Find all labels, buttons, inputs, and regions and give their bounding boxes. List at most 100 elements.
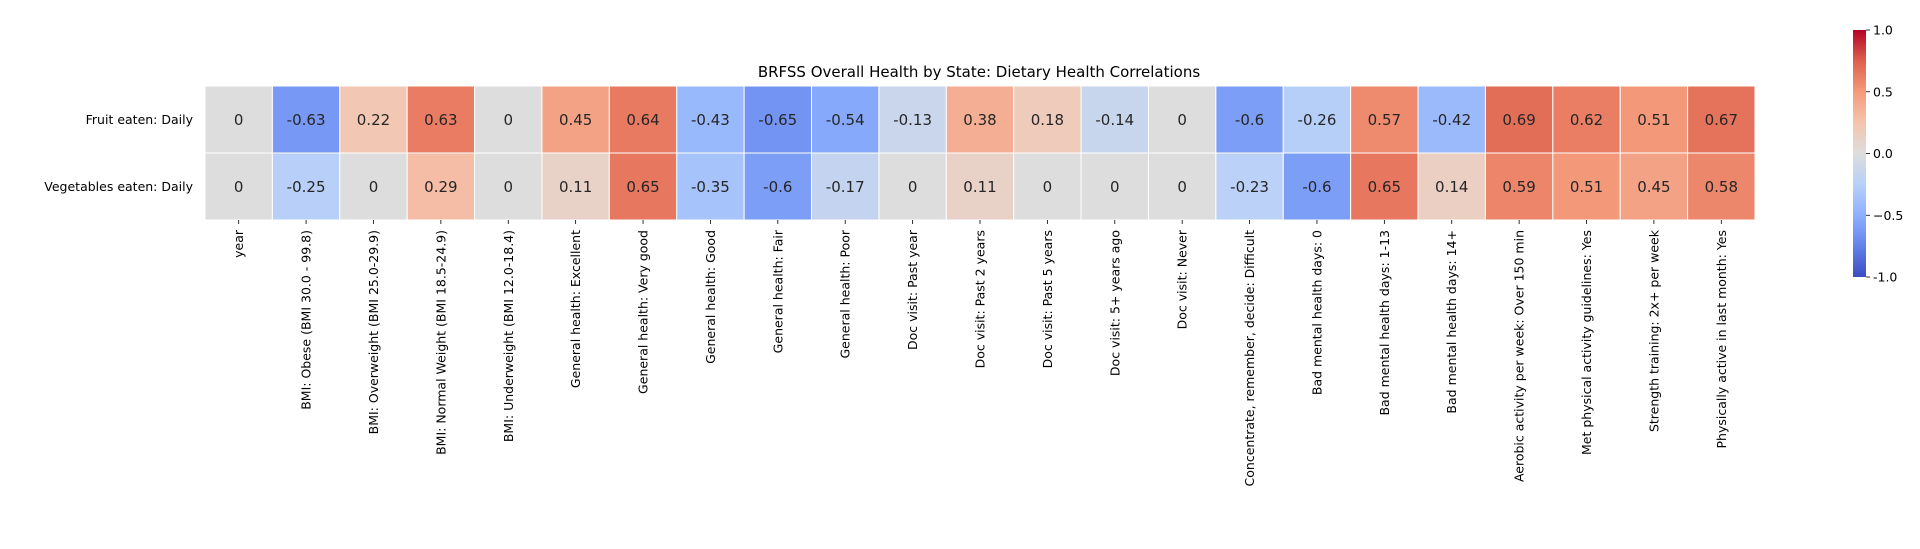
column-label: BMI: Normal Weight (BMI 18.5-24.9)	[433, 230, 448, 455]
column-label: Doc visit: Past year	[905, 229, 920, 350]
heatmap-cell	[1417, 85, 1486, 154]
cell-value-label: -0.26	[1298, 111, 1337, 129]
cell-value-label: 0	[234, 178, 244, 196]
heatmap-cell	[1484, 152, 1554, 221]
cell-value-label: 0.29	[424, 178, 457, 196]
cell-value-label: -0.63	[287, 111, 326, 129]
cell-value-label: 0.57	[1368, 111, 1401, 129]
heatmap-cell	[271, 152, 341, 221]
heatmap-cell	[339, 85, 408, 154]
column-label: Aerobic activity per week: Over 150 min	[1512, 230, 1527, 482]
column-label: General health: Excellent	[568, 230, 583, 388]
colorbar-tick-label: 1.0	[1873, 23, 1893, 38]
column-label: Strength training: 2x+ per week	[1646, 229, 1661, 432]
heatmap-cell	[271, 85, 341, 154]
cell-value-label: 0.11	[963, 178, 996, 196]
chart-title: BRFSS Overall Health by State: Dietary H…	[758, 63, 1201, 81]
heatmap-cell	[945, 85, 1015, 154]
heatmap-cell	[204, 85, 273, 154]
column-label: Doc visit: Past 2 years	[973, 230, 988, 368]
cell-value-label: 0	[1177, 178, 1187, 196]
cell-value-label: -0.17	[826, 178, 865, 196]
heatmap-cell	[1282, 152, 1352, 221]
cell-value-label: 0.64	[626, 111, 659, 129]
cell-value-label: 0.63	[424, 111, 457, 129]
column-label: year	[231, 229, 246, 258]
heatmap-cell	[1687, 152, 1756, 221]
heatmap-cell	[406, 152, 476, 221]
cell-value-label: 0.14	[1435, 178, 1468, 196]
heatmap-cell	[1619, 85, 1689, 154]
cell-value-label: -0.54	[826, 111, 865, 129]
heatmap-cell	[1282, 85, 1352, 154]
heatmap-cell	[1147, 152, 1217, 221]
heatmap-cell	[1552, 85, 1621, 154]
heatmap-cell	[1013, 152, 1082, 221]
cell-value-label: 0.58	[1705, 178, 1738, 196]
heatmap-cell	[406, 85, 476, 154]
heatmap-cell	[1080, 85, 1149, 154]
cell-value-label: -0.25	[287, 178, 326, 196]
cell-value-label: 0.22	[357, 111, 390, 129]
column-label: BMI: Overweight (BMI 25.0-29.9)	[366, 230, 381, 434]
cell-value-label: -0.6	[763, 178, 792, 196]
cell-value-label: 0	[1110, 178, 1120, 196]
colorbar-tick-label: −0.5	[1873, 208, 1903, 223]
cell-value-label: -0.42	[1432, 111, 1471, 129]
cell-value-label: 0.38	[963, 111, 996, 129]
column-label: Bad mental health days: 0	[1309, 230, 1324, 395]
column-label: Doc visit: Never	[1175, 229, 1190, 329]
heatmap-cell	[1215, 152, 1284, 221]
column-label: Concentrate, remember, decide: Difficult	[1242, 230, 1257, 487]
colorbar-tick-label: -1.0	[1873, 270, 1897, 285]
cell-value-label: -0.35	[691, 178, 730, 196]
cell-value-label: -0.6	[1302, 178, 1331, 196]
column-label: General health: Good	[703, 230, 718, 364]
cell-value-label: 0	[503, 111, 513, 129]
cell-value-label: 0.59	[1502, 178, 1535, 196]
heatmap-cell	[1687, 85, 1756, 154]
column-label: BMI: Underweight (BMI 12.0-18.4)	[501, 230, 516, 442]
cell-value-label: 0.67	[1705, 111, 1738, 129]
column-label: General health: Very good	[636, 230, 651, 394]
cell-value-label: -0.6	[1235, 111, 1264, 129]
column-label: General health: Fair	[770, 229, 785, 353]
heatmap-cell	[1417, 152, 1486, 221]
cell-value-label: 0	[234, 111, 244, 129]
colorbar: -1.0 −0.5 0.0 0.5 1.0	[1853, 23, 1903, 285]
heatmap-cell	[1215, 85, 1284, 154]
cell-value-label: 0.45	[1637, 178, 1670, 196]
column-label: General health: Poor	[838, 229, 853, 358]
cell-value-label: -0.43	[691, 111, 730, 129]
cell-value-label: 0.62	[1570, 111, 1603, 129]
cell-value-label: -0.23	[1230, 178, 1269, 196]
heatmap-cell	[541, 85, 610, 154]
colorbar-tick-label: 0.0	[1873, 146, 1893, 161]
cell-value-label: 0.69	[1502, 111, 1535, 129]
cell-value-label: 0.51	[1637, 111, 1670, 129]
cell-value-label: -0.14	[1095, 111, 1134, 129]
row-label: Vegetables eaten: Daily	[44, 179, 193, 194]
cell-value-label: 0	[1043, 178, 1053, 196]
heatmap-cell	[676, 152, 745, 221]
column-label: Bad mental health days: 14+	[1444, 230, 1459, 414]
column-label: Met physical activity guidelines: Yes	[1579, 230, 1594, 455]
heatmap-cell	[1080, 152, 1149, 221]
cell-value-label: 0	[503, 178, 513, 196]
heatmap-cell	[1619, 152, 1689, 221]
column-label: Physically active in last month: Yes	[1714, 230, 1729, 448]
cell-value-label: 0.51	[1570, 178, 1603, 196]
heatmap-cell	[474, 152, 543, 221]
cell-value-label: -0.65	[758, 111, 797, 129]
colorbar-gradient	[1853, 30, 1866, 277]
cell-value-label: 0.18	[1031, 111, 1064, 129]
heatmap-cell	[676, 85, 745, 154]
column-label: Doc visit: Past 5 years	[1040, 230, 1055, 368]
cell-value-label: 0.45	[559, 111, 592, 129]
heatmap-cell	[1484, 85, 1554, 154]
row-label: Fruit eaten: Daily	[86, 112, 194, 127]
cell-value-label: 0.11	[559, 178, 592, 196]
cell-value-label: 0	[908, 178, 918, 196]
cell-value-label: 0	[369, 178, 379, 196]
